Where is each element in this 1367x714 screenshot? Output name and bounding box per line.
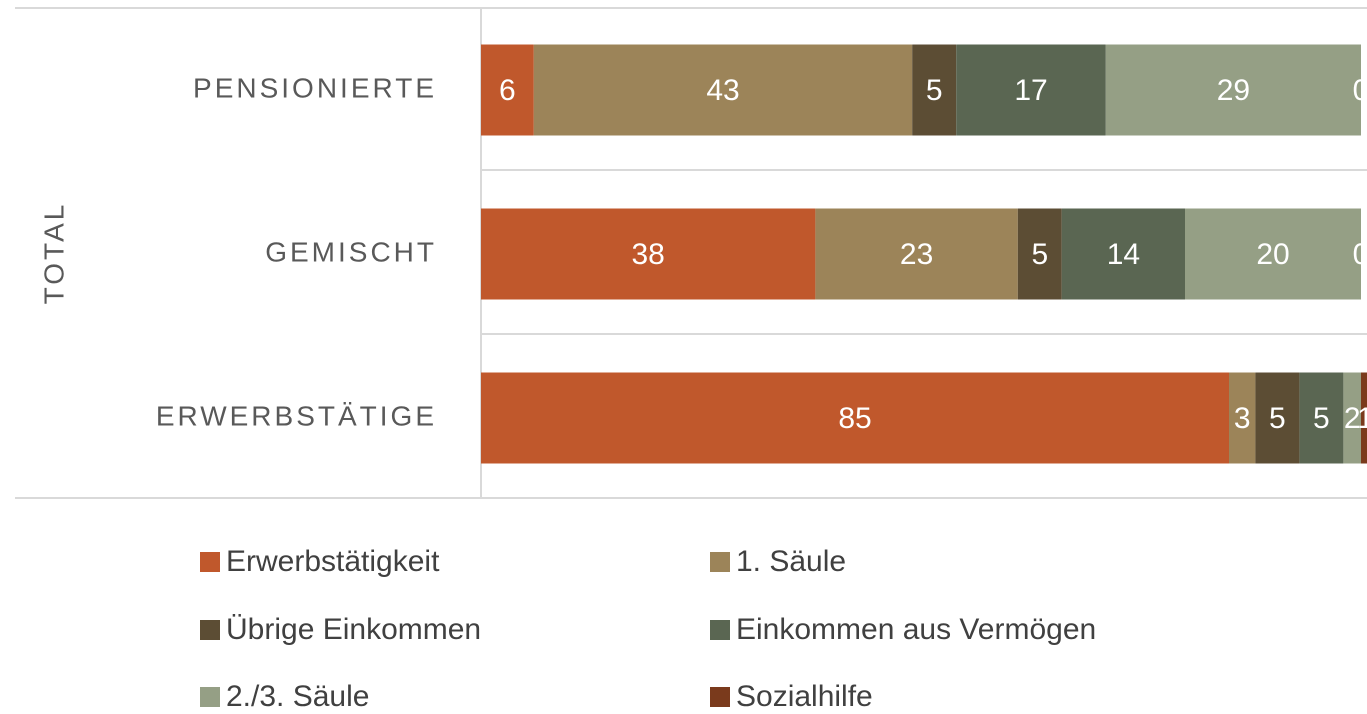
- legend-label: Sozialhilfe: [736, 680, 873, 713]
- bar-segment: [1105, 44, 1361, 136]
- data-label: 23: [900, 238, 933, 271]
- data-label: 0: [1353, 74, 1367, 107]
- bar-segment: [1343, 372, 1361, 464]
- legend-label: 2./3. Säule: [226, 680, 369, 713]
- group-label: TOTAL: [38, 202, 69, 305]
- legend-label: 1. Säule: [736, 545, 846, 578]
- bar-segment: [956, 44, 1106, 136]
- data-label: 38: [632, 238, 665, 271]
- bar-segment: [1229, 372, 1256, 464]
- legend-swatch: [710, 620, 730, 640]
- legend-label: Übrige Einkommen: [226, 613, 481, 646]
- category-label: ERWERBSTÄTIGE: [156, 400, 437, 431]
- bar-segment: [481, 372, 1229, 464]
- data-label: 5: [1313, 402, 1330, 435]
- data-label: 43: [706, 74, 739, 107]
- legend-swatch: [200, 620, 220, 640]
- data-label: 5: [926, 74, 943, 107]
- bar-segment: [533, 44, 913, 136]
- bar-segment: [1185, 208, 1361, 300]
- legend-label: Einkommen aus Vermögen: [736, 613, 1096, 646]
- category-label: GEMISCHT: [265, 236, 437, 267]
- data-label: 0: [1353, 238, 1367, 271]
- bar-segment: [912, 44, 957, 136]
- data-label: 17: [1014, 74, 1047, 107]
- data-label: 3: [1234, 402, 1251, 435]
- data-label: 5: [1269, 402, 1286, 435]
- bar-segment: [481, 44, 534, 136]
- data-label: 20: [1256, 238, 1289, 271]
- legend-swatch: [710, 687, 730, 707]
- data-label: 6: [499, 74, 516, 107]
- bar-segment: [1017, 208, 1062, 300]
- data-label: 14: [1107, 238, 1140, 271]
- legend-label: Erwerbstätigkeit: [226, 545, 440, 578]
- bar-segment: [481, 208, 816, 300]
- bar-segment: [1361, 372, 1367, 464]
- data-label: 29: [1217, 74, 1250, 107]
- data-label: 5: [1031, 238, 1048, 271]
- bar-segment: [1061, 208, 1185, 300]
- bar-segment: [1299, 372, 1344, 464]
- data-label: 85: [838, 402, 871, 435]
- category-label: PENSIONIERTE: [193, 72, 437, 103]
- legend-swatch: [200, 552, 220, 572]
- bar-segment: [815, 208, 1018, 300]
- legend-swatch: [200, 687, 220, 707]
- legend-swatch: [710, 552, 730, 572]
- bar-segment: [1255, 372, 1300, 464]
- data-label: 1: [1357, 402, 1367, 435]
- data-label: 2: [1344, 402, 1361, 435]
